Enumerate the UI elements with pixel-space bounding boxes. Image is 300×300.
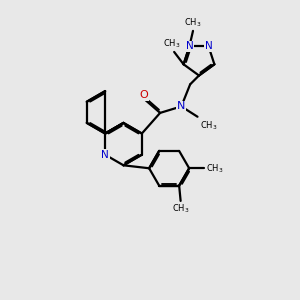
Text: CH$_3$: CH$_3$ [200,119,218,132]
Text: CH$_3$: CH$_3$ [206,162,224,175]
Text: N: N [177,101,185,111]
Text: CH$_3$: CH$_3$ [163,37,181,50]
Text: CH$_3$: CH$_3$ [172,203,189,215]
Text: N: N [101,150,109,160]
Text: O: O [140,90,148,100]
Text: CH$_3$: CH$_3$ [184,16,202,28]
Text: N: N [205,41,212,51]
Text: N: N [186,41,193,51]
